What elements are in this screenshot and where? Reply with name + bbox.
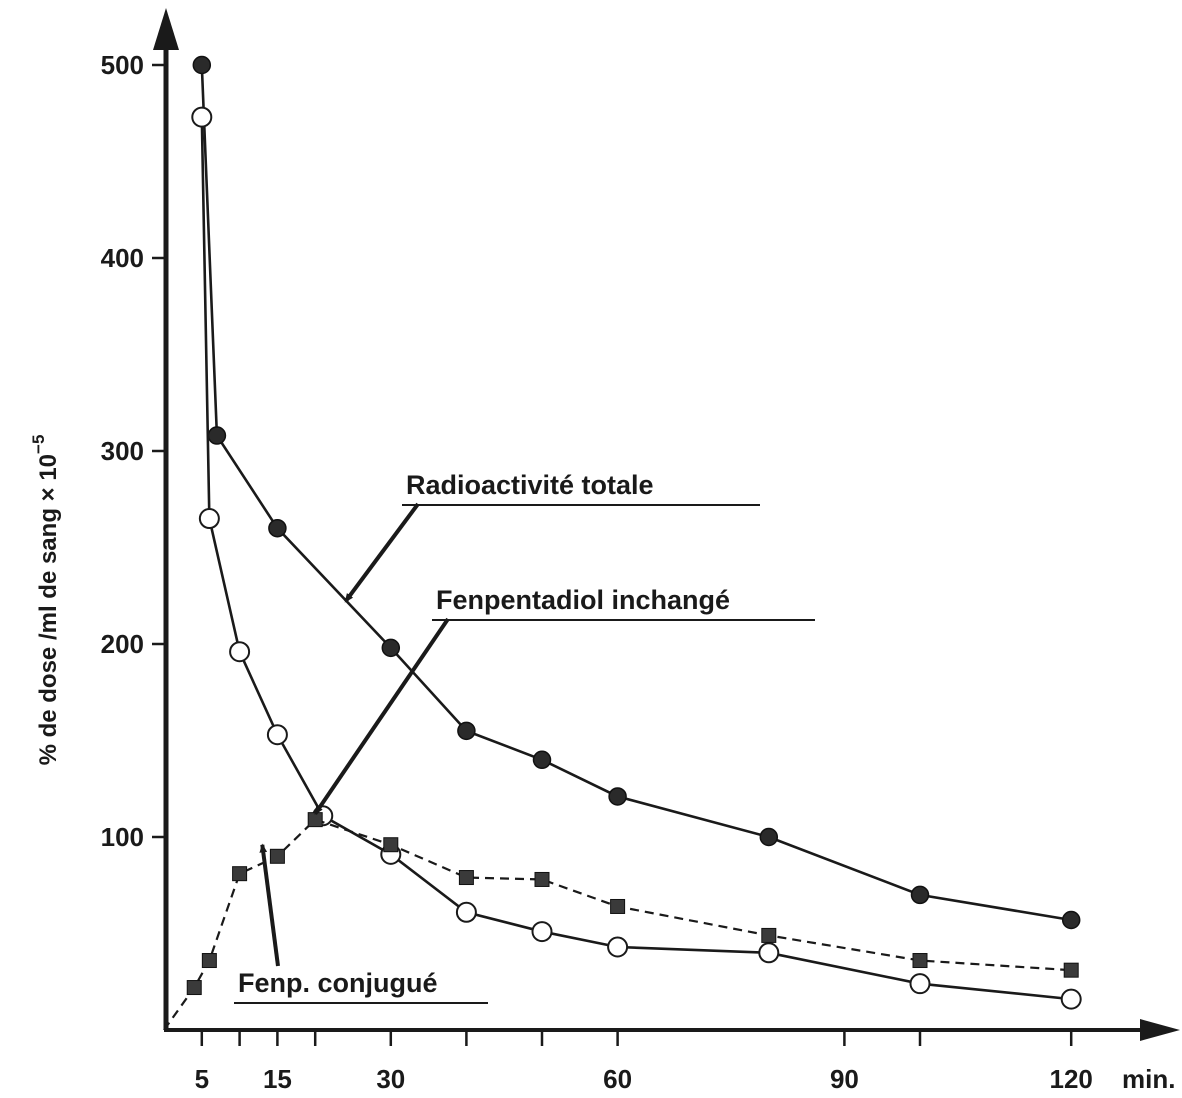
- annotation: Fenpentadiol inchangé: [313, 585, 815, 815]
- annotation-arrow-icon: [313, 617, 450, 815]
- data-point: [201, 953, 217, 969]
- y-tick-label: 200: [101, 629, 144, 659]
- data-point: [198, 508, 220, 530]
- annotation: Radioactivité totale: [343, 470, 760, 603]
- x-tick-label: 30: [376, 1064, 405, 1094]
- annotation-arrow-icon: [343, 502, 420, 603]
- x-tick-label: 120: [1050, 1064, 1093, 1094]
- tick-group: 5 15 30 60 90 120 100 200 300 400 500: [101, 50, 1093, 1094]
- annotation-label: Radioactivité totale: [406, 470, 654, 500]
- x-axis-arrow-icon: [1140, 1019, 1180, 1041]
- data-point: [534, 871, 550, 887]
- data-point: [759, 827, 779, 847]
- data-point: [1061, 910, 1081, 930]
- data-point: [192, 55, 212, 75]
- y-axis-label: % de dose /ml de sang × 10−5: [29, 435, 62, 766]
- data-point: [761, 927, 777, 943]
- y-tick-label: 300: [101, 436, 144, 466]
- data-point: [186, 980, 202, 996]
- data-point: [307, 812, 323, 828]
- data-point: [607, 936, 629, 958]
- y-tick-label: 400: [101, 243, 144, 273]
- series-line: [200, 117, 1072, 1001]
- data-point: [758, 942, 780, 964]
- data-point: [269, 848, 285, 864]
- data-point: [608, 787, 627, 806]
- series-group: [163, 55, 1082, 1031]
- annotation-label: Fenp. conjugué: [238, 968, 438, 998]
- data-point: [912, 953, 928, 969]
- series-2: [163, 812, 1079, 1031]
- data-point: [457, 721, 476, 741]
- series-0: [192, 55, 1081, 930]
- y-axis-arrow-icon: [153, 8, 179, 50]
- data-point: [910, 885, 930, 905]
- annotation-group: Radioactivité totale Fenpentadiol inchang…: [234, 470, 815, 1004]
- data-point: [909, 973, 931, 995]
- annotation-label: Fenpentadiol inchangé: [436, 585, 730, 615]
- data-point: [266, 724, 288, 746]
- x-tick-label: 90: [830, 1064, 859, 1094]
- data-point: [191, 106, 213, 128]
- data-point: [232, 866, 248, 882]
- x-tick-label: 15: [263, 1064, 292, 1094]
- data-point: [455, 901, 477, 923]
- data-point: [458, 870, 474, 886]
- y-tick-label: 500: [101, 50, 144, 80]
- annotation-arrow-icon: [259, 843, 280, 967]
- data-point: [381, 638, 401, 658]
- data-point: [1063, 962, 1079, 978]
- data-point: [229, 641, 251, 663]
- data-point: [1060, 988, 1082, 1010]
- series-1: [191, 106, 1082, 1010]
- data-point: [268, 518, 287, 538]
- data-point: [532, 750, 552, 770]
- data-point: [383, 837, 399, 853]
- series-line: [163, 818, 1072, 1031]
- annotation: Fenp. conjugué: [234, 843, 488, 1004]
- y-tick-label: 100: [101, 822, 144, 852]
- x-axis-label: min.: [1122, 1064, 1175, 1094]
- series-line: [200, 64, 1072, 922]
- x-tick-label: 60: [603, 1064, 632, 1094]
- data-point: [207, 426, 227, 445]
- x-tick-label: 5: [195, 1064, 209, 1094]
- data-point: [610, 898, 626, 914]
- data-point: [531, 921, 553, 943]
